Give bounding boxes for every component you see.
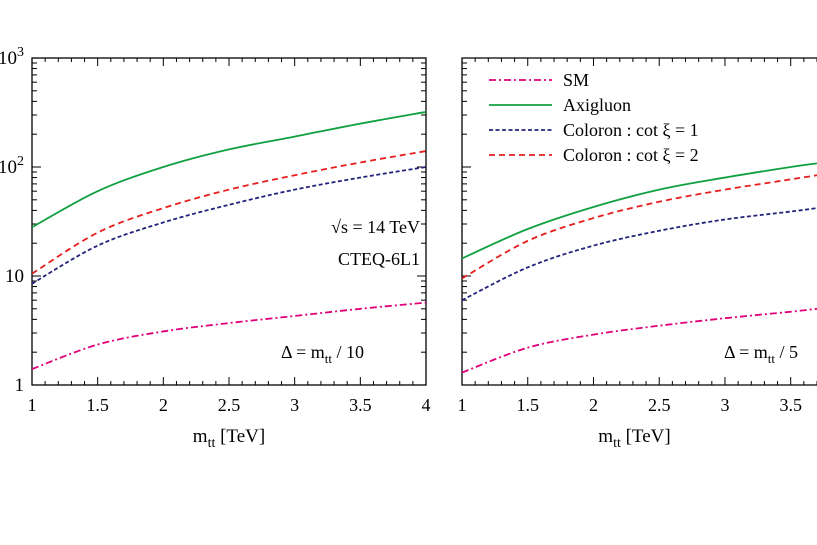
x-tick-label: 1.5 (86, 395, 109, 415)
delta-annotation: Δ = mtt / 5 (724, 342, 798, 366)
series-line-sm (32, 301, 426, 370)
x-tick-label: 4 (422, 395, 431, 415)
x-tick-label: 1.5 (516, 395, 539, 415)
y-tick-label: 102 (0, 154, 24, 178)
y-axis: 1 10 102 103 (0, 45, 426, 396)
y-axis (462, 57, 471, 386)
pdf-annotation: CTEQ-6L1 (338, 249, 420, 269)
series-line-col1 (462, 207, 817, 301)
energy-annotation: √s = 14 TeV (331, 217, 420, 237)
annotations: Δ = mtt / 5 (724, 342, 798, 366)
x-tick-label: 2.5 (218, 395, 241, 415)
y-tick-label: 1 (15, 375, 25, 396)
x-tick-label: 3.5 (349, 395, 372, 415)
x-tick-label: 3 (290, 395, 299, 415)
x-tick-label: 1 (458, 395, 467, 415)
left-panel: 1 1.5 2 2.5 3 3.5 4 mtt [TeV] 1 10 102 103 √s = 14 T… (0, 45, 431, 451)
x-axis: 1 1.5 2 2.5 3 3.5 mtt [TeV] (458, 58, 817, 451)
x-tick-label: 2 (159, 395, 168, 415)
series-group (462, 162, 817, 374)
series-line-sm (462, 307, 817, 374)
legend-label-col2: Coloron : cot ξ = 2 (563, 145, 699, 165)
y-tick-label: 10 (5, 266, 24, 287)
legend-label-axigluon: Axigluon (563, 95, 631, 115)
series-line-col2 (32, 150, 426, 275)
y-tick-label: 103 (0, 45, 24, 69)
series-line-col2 (462, 174, 817, 280)
legend: SM Axigluon Coloron : cot ξ = 1 Coloron : c… (489, 70, 699, 165)
x-axis-label: mtt [TeV] (193, 426, 265, 451)
legend-label-col1: Coloron : cot ξ = 1 (563, 120, 699, 140)
delta-annotation: Δ = mtt / 10 (281, 342, 364, 366)
annotations: √s = 14 TeV CTEQ-6L1 Δ = mtt / 10 (281, 217, 420, 366)
x-tick-label: 2 (589, 395, 598, 415)
plot-frame (461, 57, 817, 386)
series-group (32, 111, 426, 370)
series-line-axigluon (462, 162, 817, 260)
series-line-col1 (32, 166, 426, 285)
right-panel: 1 1.5 2 2.5 3 3.5 mtt [TeV] Δ = mtt / 5 SM Axiglu… (458, 57, 817, 451)
x-tick-label: 3.5 (779, 395, 802, 415)
x-tick-label: 2.5 (648, 395, 671, 415)
legend-label-sm: SM (563, 70, 589, 90)
x-axis: 1 1.5 2 2.5 3 3.5 4 mtt [TeV] (28, 58, 431, 451)
x-axis-label: mtt [TeV] (598, 426, 670, 451)
x-tick-label: 3 (720, 395, 729, 415)
x-tick-label: 1 (28, 395, 37, 415)
series-line-axigluon (32, 111, 426, 229)
